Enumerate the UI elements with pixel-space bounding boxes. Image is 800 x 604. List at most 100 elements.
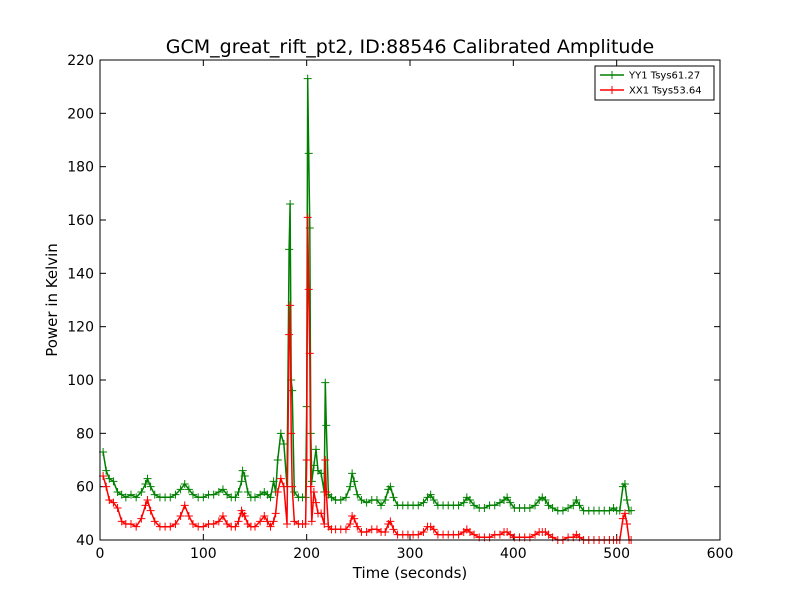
data-point-marker — [286, 301, 295, 310]
x-axis-label: Time (seconds) — [352, 564, 468, 582]
data-point-marker — [243, 488, 252, 496]
data-point-marker — [279, 440, 288, 448]
data-point-marker — [615, 506, 624, 515]
data-point-marker — [495, 498, 504, 507]
data-point-marker — [180, 480, 189, 488]
data-point-marker — [350, 514, 359, 523]
data-point-marker — [260, 512, 269, 520]
data-point-marker — [362, 498, 371, 507]
axes-frame — [99, 59, 721, 541]
y-tick-label: 140 — [67, 266, 94, 282]
data-point-marker — [166, 522, 175, 531]
data-point-marker — [143, 474, 152, 483]
data-point-marker — [117, 517, 126, 526]
chart-title: GCM_great_rift_pt2, ID:88546 Calibrated … — [166, 36, 654, 58]
data-point-marker — [238, 466, 247, 475]
data-point-marker — [143, 496, 152, 504]
data-point-marker — [301, 520, 310, 528]
data-point-marker — [322, 421, 331, 430]
data-point-marker — [306, 482, 315, 491]
data-point-marker — [276, 429, 285, 438]
data-point-marker — [251, 493, 259, 502]
data-point-marker — [141, 501, 150, 510]
data-point-marker — [184, 485, 193, 494]
data-point-marker — [290, 488, 299, 496]
data-point-marker — [218, 512, 227, 520]
y-tick-label: 80 — [76, 426, 94, 442]
data-point-marker — [531, 530, 540, 539]
data-point-marker — [288, 482, 297, 491]
data-point-marker — [269, 517, 278, 526]
data-point-marker — [113, 504, 122, 512]
data-point-marker — [414, 501, 423, 510]
data-point-marker — [214, 517, 223, 526]
data-point-marker — [273, 456, 282, 464]
y-tick-label: 160 — [67, 213, 94, 229]
data-point-marker — [362, 528, 371, 536]
data-point-marker — [132, 522, 141, 531]
legend-box — [594, 65, 715, 101]
data-point-marker — [465, 528, 474, 536]
plot-area: 0 100 200 300 400 500 600 40 60 80 100 120 140 160 180… — [67, 53, 733, 562]
data-point-marker — [127, 520, 135, 528]
data-point-marker — [327, 493, 336, 502]
x-tick-label: 500 — [603, 546, 630, 562]
data-point-marker — [150, 517, 159, 526]
data-point-marker — [176, 512, 185, 520]
data-point-marker — [317, 469, 326, 478]
data-point-marker — [307, 517, 316, 526]
data-point-marker — [419, 528, 428, 536]
data-point-marker — [266, 493, 275, 502]
data-point-marker — [304, 285, 313, 294]
data-point-marker — [137, 488, 146, 496]
data-point-marker — [189, 490, 197, 499]
data-point-marker — [548, 504, 557, 512]
data-point-marker — [304, 149, 313, 158]
data-point-marker — [237, 477, 246, 486]
data-point-marker — [503, 493, 512, 502]
x-tick-label: 300 — [397, 546, 424, 562]
data-point-marker — [311, 498, 320, 507]
y-tick-label: 200 — [67, 106, 94, 122]
data-point-marker — [470, 530, 479, 539]
data-point-marker — [269, 477, 278, 486]
data-point-marker — [620, 509, 629, 518]
data-point-marker — [623, 520, 631, 528]
data-point-marker — [336, 496, 345, 504]
data-point-marker — [105, 496, 114, 504]
data-point-marker — [256, 490, 265, 499]
data-point-marker — [288, 386, 297, 395]
data-point-marker — [303, 213, 312, 222]
data-point-marker — [572, 496, 581, 504]
data-point-marker — [541, 496, 550, 504]
data-point-marker — [605, 506, 614, 515]
data-point-marker — [321, 378, 330, 387]
data-point-marker — [429, 525, 438, 534]
data-point-marker — [618, 514, 627, 523]
legend-item: YY1 Tsys61.27 — [600, 71, 700, 82]
data-point-marker — [317, 509, 326, 518]
data-point-marker — [218, 485, 227, 494]
legend-label: XX1 Tsys53.64 — [629, 86, 702, 97]
data-point-marker — [109, 477, 118, 486]
data-point-marker — [454, 501, 463, 510]
data-point-marker — [321, 456, 330, 464]
data-point-marker — [117, 490, 126, 499]
data-point-marker — [465, 496, 474, 504]
data-point-marker — [199, 493, 208, 502]
data-point-marker — [381, 496, 390, 504]
data-point-marker — [132, 493, 141, 502]
data-point-marker — [303, 74, 312, 83]
data-point-marker — [171, 520, 180, 528]
data-point-marker — [209, 490, 218, 499]
data-point-marker — [271, 509, 280, 518]
legend-label: YY1 Tsys61.27 — [628, 71, 700, 82]
y-axis-label: Power in Kelvin — [43, 243, 61, 357]
data-point-marker — [256, 517, 265, 526]
data-point-marker — [290, 517, 299, 526]
data-point-marker — [102, 482, 111, 491]
data-point-marker — [544, 501, 553, 510]
data-point-marker — [146, 482, 155, 491]
data-point-marker — [544, 530, 553, 539]
